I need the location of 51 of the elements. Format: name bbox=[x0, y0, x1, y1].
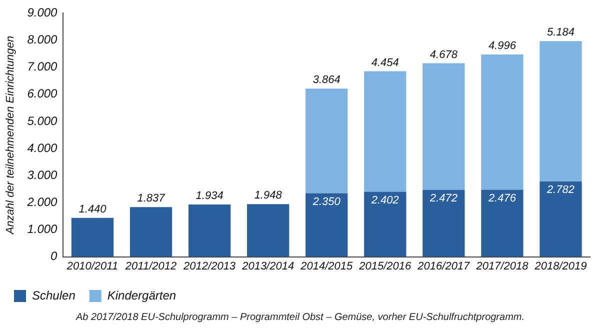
bar bbox=[540, 182, 582, 257]
bar bbox=[306, 88, 348, 194]
x-tick-label: 2013/2014 bbox=[241, 260, 294, 272]
data-label: 5.184 bbox=[546, 26, 574, 39]
data-label: 4.678 bbox=[430, 48, 458, 61]
bar bbox=[481, 54, 524, 190]
data-label: 1.440 bbox=[78, 203, 108, 216]
y-tick-label: 7.000 bbox=[27, 60, 58, 74]
data-label: 4.996 bbox=[488, 40, 517, 52]
x-tick-label: 2017/2018 bbox=[475, 260, 530, 272]
data-label: 4.454 bbox=[371, 56, 399, 69]
y-tick-label: 2.000 bbox=[26, 195, 58, 210]
y-tick-label: 1.000 bbox=[27, 222, 58, 236]
data-label: 2.402 bbox=[370, 194, 399, 206]
bar bbox=[481, 190, 524, 257]
data-label: 1.948 bbox=[254, 190, 283, 202]
x-tick-label: 2016/2017 bbox=[416, 260, 471, 272]
x-tick-label: 2018/2019 bbox=[534, 260, 587, 272]
x-tick-label: 2015/2016 bbox=[358, 260, 412, 272]
bar bbox=[306, 193, 348, 257]
bar bbox=[364, 71, 406, 192]
y-tick-label: 8.000 bbox=[27, 32, 58, 47]
data-label: 2.472 bbox=[428, 192, 458, 204]
bar bbox=[422, 190, 465, 257]
bar bbox=[188, 204, 231, 257]
bar bbox=[364, 192, 406, 257]
x-tick-label: 2014/2015 bbox=[300, 260, 354, 272]
legend-label: Schulen bbox=[32, 288, 76, 302]
x-tick-label: 2011/2012 bbox=[124, 260, 177, 272]
y-tick-label: 6.000 bbox=[27, 86, 58, 101]
x-tick-label: 2010/2011 bbox=[66, 260, 118, 272]
y-tick-label: 5.000 bbox=[27, 114, 58, 128]
y-tick-label: 3.000 bbox=[27, 168, 58, 182]
data-label: 1.837 bbox=[137, 192, 166, 205]
data-label: 1.934 bbox=[196, 190, 224, 202]
data-label: 3.864 bbox=[312, 74, 340, 86]
bar bbox=[540, 41, 582, 182]
y-tick-label: 9.000 bbox=[27, 6, 58, 20]
x-tick-label: 2012/2013 bbox=[182, 260, 236, 272]
bar bbox=[130, 207, 172, 257]
data-label: 2.350 bbox=[312, 196, 342, 208]
y-tick-label: 4.000 bbox=[27, 140, 58, 155]
text: Ab 2017/2018 EU-Schulprogramm – Programmteil Obst – Gemüse, vorher EU-Schulfruchtprogramm. bbox=[74, 312, 526, 323]
data-label: 2.782 bbox=[546, 184, 574, 196]
legend-label: Kindergärten bbox=[107, 288, 176, 302]
bar bbox=[71, 218, 114, 257]
data-label: 2.476 bbox=[487, 192, 517, 204]
y-axis-title: Anzahl der teilnehmenden Einrichtungen bbox=[4, 36, 17, 236]
bar bbox=[422, 63, 465, 190]
bar bbox=[247, 204, 290, 257]
y-tick-label: 0 bbox=[50, 249, 58, 264]
